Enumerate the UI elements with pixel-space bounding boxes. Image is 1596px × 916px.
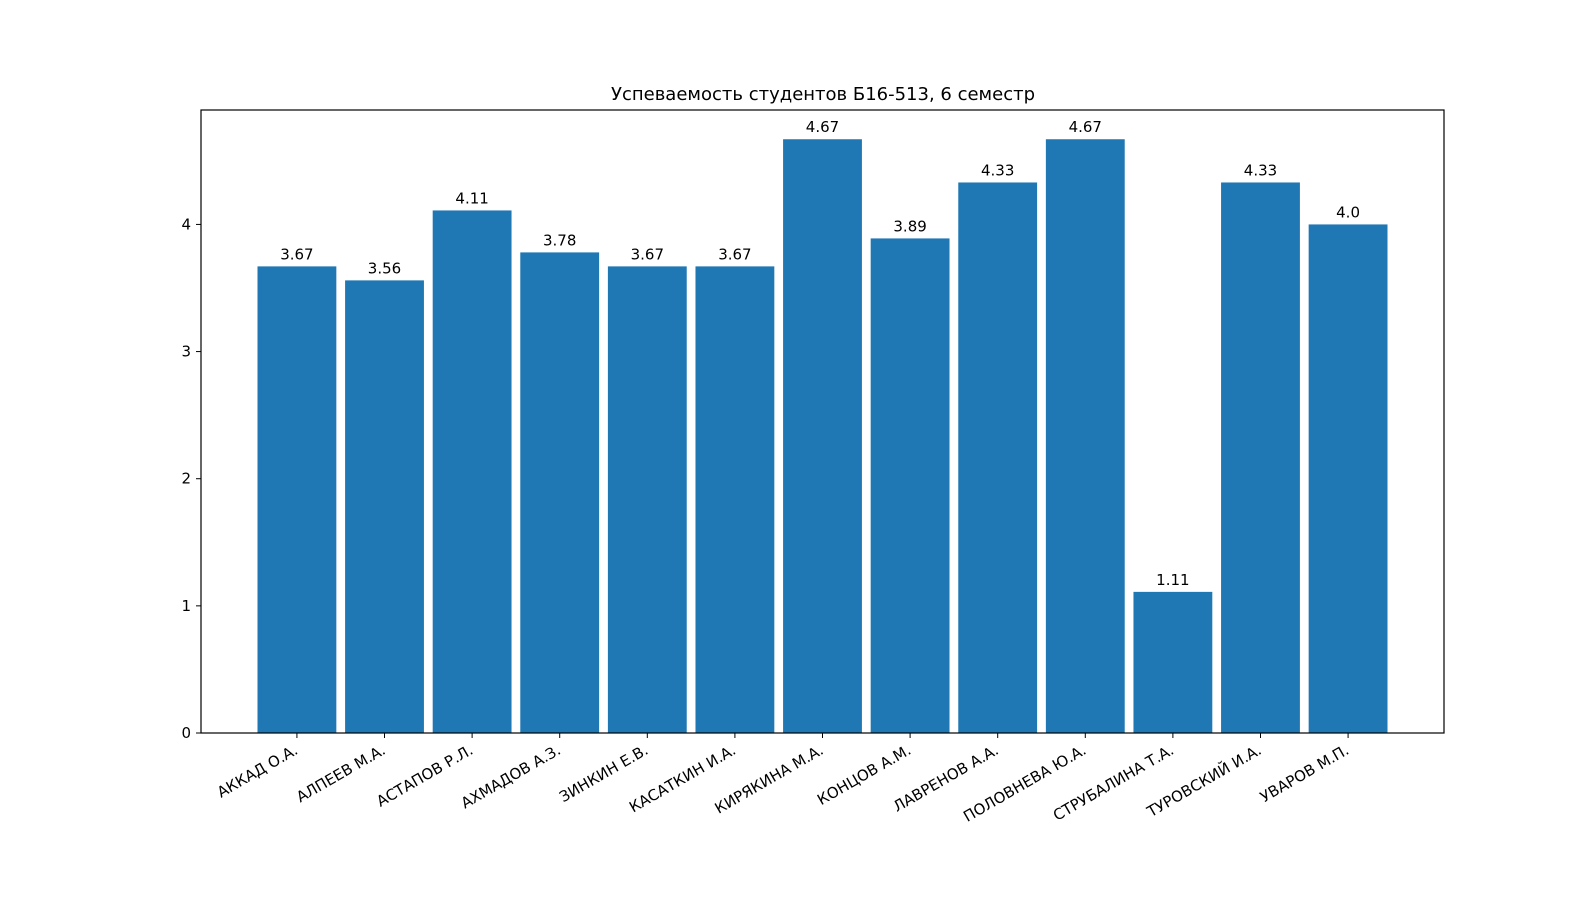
x-tick-label: АККАД О.А. bbox=[214, 741, 301, 802]
bar-2 bbox=[345, 280, 424, 733]
bar-9 bbox=[958, 182, 1038, 733]
bar-11 bbox=[1133, 591, 1213, 733]
bar-value-label: 4.11 bbox=[455, 189, 488, 207]
y-tick-label: 3 bbox=[181, 343, 191, 361]
bar-value-label: 4.33 bbox=[981, 161, 1014, 179]
bar-value-label: 4.0 bbox=[1336, 203, 1360, 221]
bar-value-label: 3.67 bbox=[718, 245, 751, 263]
bar-value-label: 3.78 bbox=[543, 231, 576, 249]
bar-1 bbox=[257, 266, 337, 733]
bar-value-label: 3.67 bbox=[631, 245, 664, 263]
y-axis: 0 1 2 3 4 bbox=[181, 215, 201, 742]
bar-5 bbox=[607, 266, 687, 733]
value-labels-layer: 3.67 3.56 4.11 3.78 3.67 3.67 4.67 3.89 4.33 4.67… bbox=[280, 118, 1360, 589]
bar-value-label: 4.67 bbox=[806, 118, 839, 136]
bar-value-label: 1.11 bbox=[1156, 571, 1189, 589]
bar-6 bbox=[695, 266, 775, 733]
y-tick-label: 0 bbox=[181, 724, 191, 742]
bar-value-label: 4.33 bbox=[1244, 161, 1277, 179]
bar-7 bbox=[783, 139, 862, 733]
bar-3 bbox=[432, 210, 512, 733]
y-tick-label: 2 bbox=[181, 470, 191, 488]
bar-4 bbox=[520, 252, 600, 733]
bar-value-label: 3.67 bbox=[280, 245, 313, 263]
bar-8 bbox=[870, 238, 950, 733]
x-tick-label: АХМАДОВ А.З. bbox=[458, 741, 564, 812]
y-tick-label: 4 bbox=[181, 215, 191, 233]
x-tick-label: УВАРОВ М.П. bbox=[1257, 741, 1352, 806]
chart-title: Успеваемость студентов Б16-513, 6 семест… bbox=[611, 84, 1035, 105]
bars-layer bbox=[257, 139, 1388, 733]
bar-value-label: 3.89 bbox=[893, 217, 926, 235]
bar-12 bbox=[1221, 182, 1300, 733]
x-axis: АККАД О.А.АЛПЕЕВ М.А.АСТАПОВ Р.Л.АХМАДОВ… bbox=[214, 733, 1352, 826]
plot-frame bbox=[200, 109, 1445, 734]
bar-13 bbox=[1308, 224, 1388, 733]
bar-10 bbox=[1045, 139, 1125, 733]
bar-value-label: 3.56 bbox=[368, 259, 401, 277]
bar-value-label: 4.67 bbox=[1069, 118, 1102, 136]
y-tick-label: 1 bbox=[181, 597, 191, 615]
